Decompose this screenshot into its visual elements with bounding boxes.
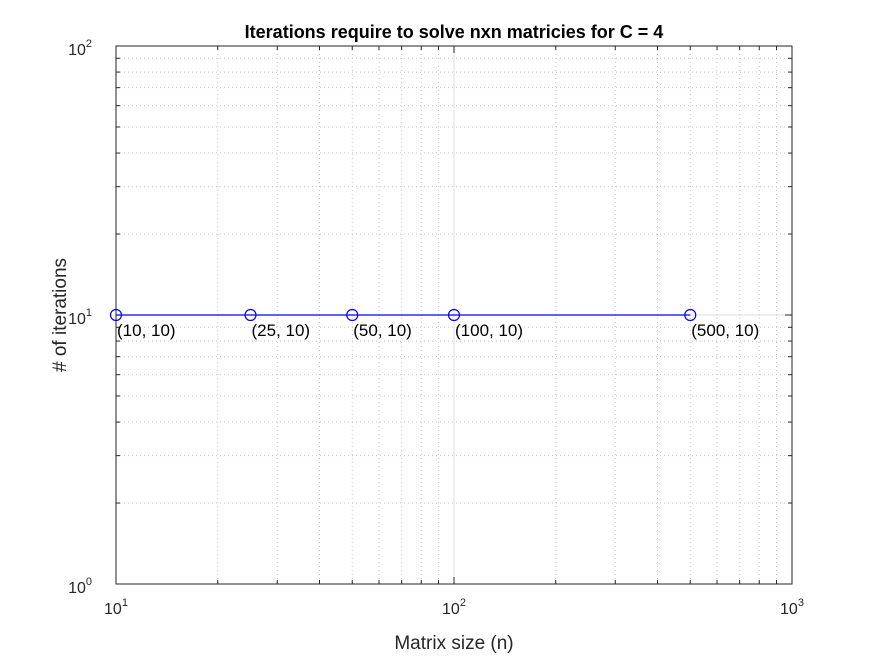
data-point — [684, 308, 697, 322]
data-point — [244, 308, 257, 322]
axis-ticks — [115, 45, 793, 585]
data-point — [447, 308, 461, 322]
x-tick-label: 102 — [442, 597, 466, 618]
y-tick-label: 102 — [68, 38, 92, 59]
y-tick-label: 100 — [68, 576, 92, 597]
x-tick-label: 103 — [780, 597, 804, 618]
data-label: (100, 10) — [455, 321, 523, 340]
grid — [116, 46, 792, 584]
data-label: (500, 10) — [691, 321, 759, 340]
y-axis-label: # of iterations — [50, 258, 71, 372]
chart-title: Iterations require to solve nxn matricie… — [245, 22, 664, 42]
annotations: (10, 10) (25, 10) (50, 10) (100, 10) (500, 1… — [117, 321, 759, 340]
x-axis-label: Matrix size (n) — [394, 633, 513, 654]
data-label: (25, 10) — [252, 321, 311, 340]
series — [109, 308, 697, 322]
data-label: (10, 10) — [117, 321, 176, 340]
y-tick-label: 101 — [68, 307, 92, 328]
data-label: (50, 10) — [353, 321, 412, 340]
data-point — [346, 308, 359, 322]
data-point — [109, 308, 123, 322]
tick-labels: 101 102 103 100 101 102 — [68, 38, 804, 618]
x-tick-label: 101 — [104, 597, 128, 618]
